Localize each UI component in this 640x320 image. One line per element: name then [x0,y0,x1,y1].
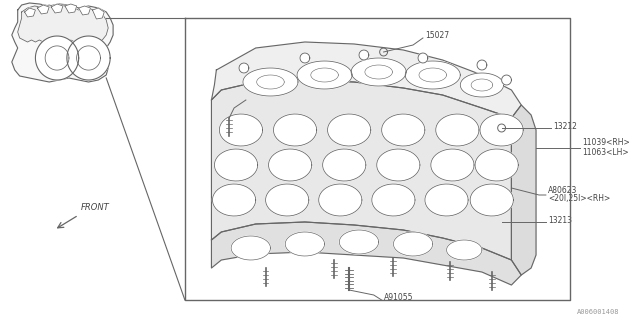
Polygon shape [37,5,49,14]
Polygon shape [300,53,310,63]
Polygon shape [239,63,249,73]
Polygon shape [211,222,521,285]
Polygon shape [18,5,108,42]
Polygon shape [394,232,433,256]
Polygon shape [405,61,460,89]
Polygon shape [323,149,366,181]
Polygon shape [502,75,511,85]
Polygon shape [511,105,536,275]
Polygon shape [24,8,35,17]
Text: 11063<LH>: 11063<LH> [582,148,629,156]
Text: 13213: 13213 [548,215,572,225]
Polygon shape [436,114,479,146]
Polygon shape [220,114,262,146]
Polygon shape [92,8,104,19]
Polygon shape [319,184,362,216]
Polygon shape [12,3,113,82]
Text: A80623: A80623 [548,186,577,195]
Polygon shape [266,184,309,216]
Polygon shape [65,4,77,13]
Polygon shape [377,149,420,181]
Polygon shape [477,60,487,70]
Polygon shape [285,232,324,256]
Polygon shape [480,114,524,146]
Text: A006001408: A006001408 [577,309,620,315]
Polygon shape [269,149,312,181]
Polygon shape [351,58,406,86]
Polygon shape [425,184,468,216]
Text: <20I,25I><RH>: <20I,25I><RH> [548,194,610,203]
Polygon shape [418,53,428,63]
Text: 11039<RH>: 11039<RH> [582,138,630,147]
Polygon shape [470,184,513,216]
Polygon shape [359,50,369,60]
Polygon shape [297,61,352,89]
Polygon shape [67,36,110,80]
Polygon shape [339,230,379,254]
Text: FRONT: FRONT [81,203,109,212]
Polygon shape [431,149,474,181]
Polygon shape [211,80,511,260]
Polygon shape [214,149,258,181]
Polygon shape [460,73,504,97]
Polygon shape [35,36,79,80]
Polygon shape [498,124,506,132]
Polygon shape [447,240,482,260]
Polygon shape [212,184,256,216]
Polygon shape [51,4,63,13]
Polygon shape [372,184,415,216]
Polygon shape [243,68,298,96]
Text: <LH>: <LH> [248,100,270,109]
Text: A91055: A91055 [383,293,413,302]
Polygon shape [231,236,271,260]
Polygon shape [475,149,518,181]
Polygon shape [79,6,90,15]
Polygon shape [273,114,317,146]
Text: 15027: 15027 [248,86,272,95]
Polygon shape [211,42,521,118]
Text: 13212: 13212 [553,122,577,131]
Polygon shape [381,114,425,146]
Text: 15027: 15027 [425,30,449,39]
Polygon shape [328,114,371,146]
